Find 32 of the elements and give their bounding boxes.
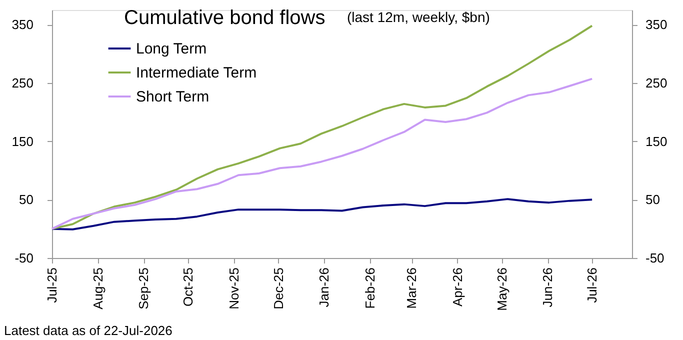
legend-label: Short Term	[136, 88, 210, 106]
x-tick-label: Mar-26	[404, 268, 420, 309]
y2-tick-label: 350	[646, 17, 668, 32]
x-tick-label: Jun-26	[540, 268, 556, 308]
y-tick-label: 250	[12, 75, 34, 90]
x-tick-label: May-26	[494, 268, 510, 311]
y-tick-label: -50	[14, 250, 34, 266]
chart-subtitle: (last 12m, weekly, $bn)	[347, 9, 490, 25]
x-tick-label: Oct-25	[180, 268, 196, 307]
legend-label: Intermediate Term	[136, 64, 257, 82]
legend-label: Long Term	[136, 40, 207, 58]
chart-title: Cumulative bond flows	[124, 7, 326, 29]
x-tick-label: Apr-26	[450, 268, 465, 307]
x-tick-label: Sep-25	[136, 268, 152, 310]
y-tick-label: 50	[19, 192, 34, 208]
x-tick-label: Jul-26	[584, 268, 600, 303]
line-series	[51, 78, 594, 230]
y2-tick-label: 50	[646, 192, 660, 208]
line-series	[51, 24, 594, 230]
x-tick-label: Feb-26	[362, 268, 378, 309]
text: Latest data as of 22-Jul-2026	[4, 323, 172, 338]
line-series	[51, 198, 594, 230]
y-tick-label: 350	[12, 17, 34, 32]
x-tick-label: Dec-25	[270, 268, 286, 310]
x-tick-label: Jan-26	[316, 268, 332, 308]
y2-tick-label: 250	[646, 75, 668, 90]
x-tick-label: Nov-25	[226, 268, 242, 310]
y2-tick-label: -50	[646, 250, 664, 266]
x-tick-label: Aug-25	[90, 268, 106, 310]
x-tick-label: Jul-25	[44, 268, 60, 303]
y2-tick-label: 150	[646, 134, 668, 149]
y-tick-label: 150	[12, 134, 34, 149]
